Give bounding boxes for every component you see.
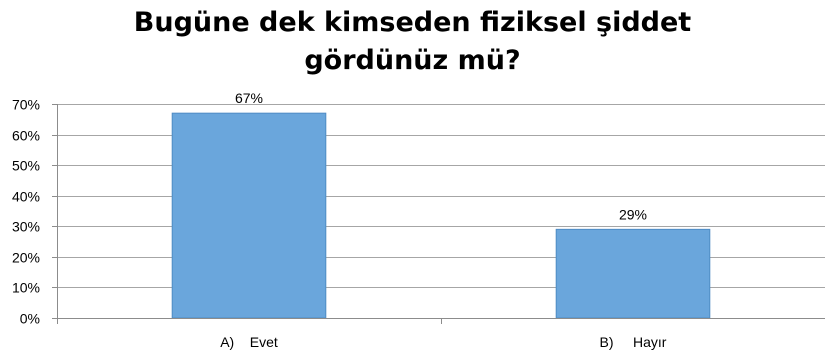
data-label: 67% — [235, 90, 263, 106]
y-tick-label: 70% — [12, 97, 40, 113]
chart-title: Bugüne dek kimseden fiziksel şiddet görd… — [0, 4, 825, 80]
data-label: 29% — [619, 206, 647, 222]
y-axis: 0% 10% 20% 30% 40% 50% 60% 70% — [12, 97, 58, 327]
x-axis: A) Evet B) Hayır — [57, 318, 825, 350]
bar — [555, 228, 711, 319]
y-tick-label: 50% — [12, 158, 40, 174]
bars: 67% 29% — [171, 90, 711, 319]
y-tick-label: 60% — [12, 128, 40, 144]
y-tick-label: 10% — [12, 280, 40, 296]
chart-title-text: Bugüne dek kimseden fiziksel şiddet görd… — [133, 7, 692, 76]
y-tick-label: 40% — [12, 189, 40, 205]
y-tick-label: 30% — [12, 219, 40, 235]
bar — [171, 112, 327, 319]
x-tick-label: A) Evet — [220, 334, 278, 350]
x-tick-label: B) Hayır — [600, 334, 667, 350]
y-tick-label: 20% — [12, 250, 40, 266]
y-tick-label: 0% — [20, 311, 40, 327]
